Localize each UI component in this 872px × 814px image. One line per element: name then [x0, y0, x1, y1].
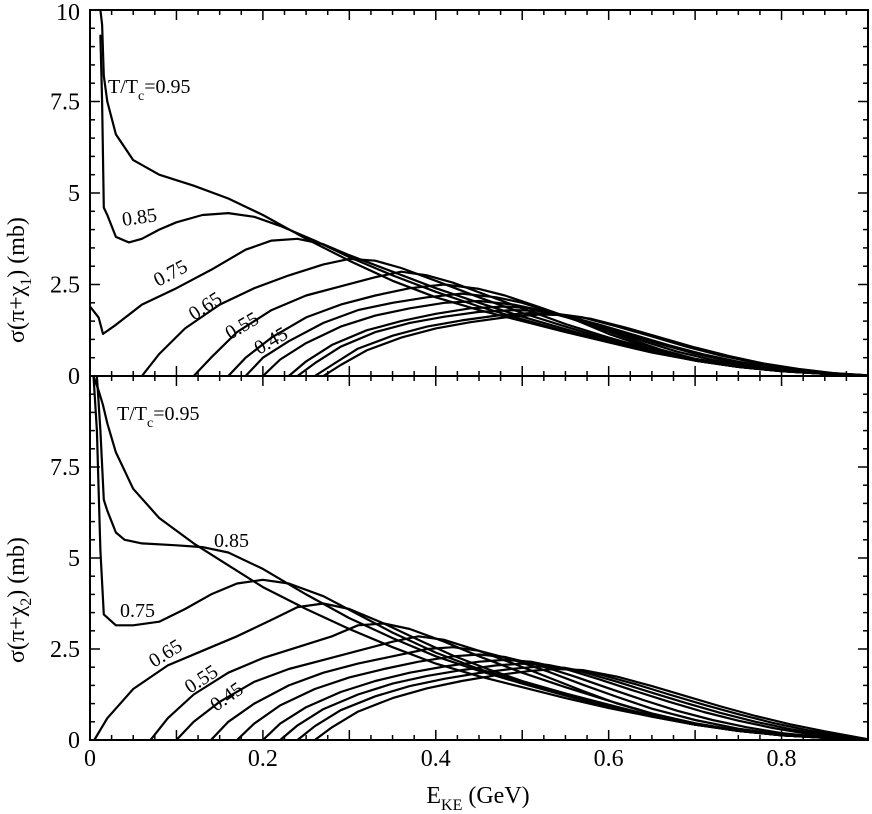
top-series-7 [244, 292, 868, 376]
bottom-series-12 [313, 667, 868, 740]
bottom-annotation-085: 0.85 [214, 530, 249, 552]
top-y-tick-label: 10 [56, 0, 80, 26]
bottom-y-axis-label: σ(π+χ2) (mb) [4, 537, 35, 663]
bottom-panel: 0 2.5 5 7.5 0 0.2 0.4 0.6 0.8 [50, 375, 869, 772]
top-y-axis-label: σ(π+χ1) (mb) [4, 217, 35, 343]
x-axis-label: EKE (GeV) [426, 783, 529, 814]
top-y-tick-label: 0 [68, 364, 80, 390]
x-tick-label: 0.8 [767, 746, 797, 772]
top-y-tick-label: 2.5 [50, 273, 80, 299]
bottom-y-tick-label: 2.5 [50, 637, 80, 663]
bottom-annotation-075: 0.75 [120, 600, 155, 622]
top-y-tick-label: 7.5 [50, 90, 80, 116]
top-annotation-085: 0.85 [121, 204, 159, 231]
bottom-y-tick-label: 5 [68, 546, 80, 572]
top-panel: 0 2.5 5 7.5 10 [50, 0, 869, 390]
bottom-curves [92, 376, 868, 740]
top-series-12 [322, 313, 868, 376]
top-annotation-tc: T/Tc=0.95 [108, 76, 191, 104]
bottom-y-tick-label: 7.5 [50, 455, 80, 481]
x-tick-label: 0.4 [421, 746, 451, 772]
x-tick-label: 0.2 [248, 746, 278, 772]
top-y-tick-label: 5 [68, 181, 80, 207]
x-tick-label: 0 [84, 746, 96, 772]
top-curves [90, 10, 868, 376]
bottom-y-tick-label: 0 [68, 728, 80, 754]
x-tick-label: 0.6 [594, 746, 624, 772]
bottom-series-10 [279, 662, 868, 740]
bottom-annotation-tc: T/Tc=0.95 [117, 403, 200, 431]
bottom-series-11 [296, 665, 868, 740]
